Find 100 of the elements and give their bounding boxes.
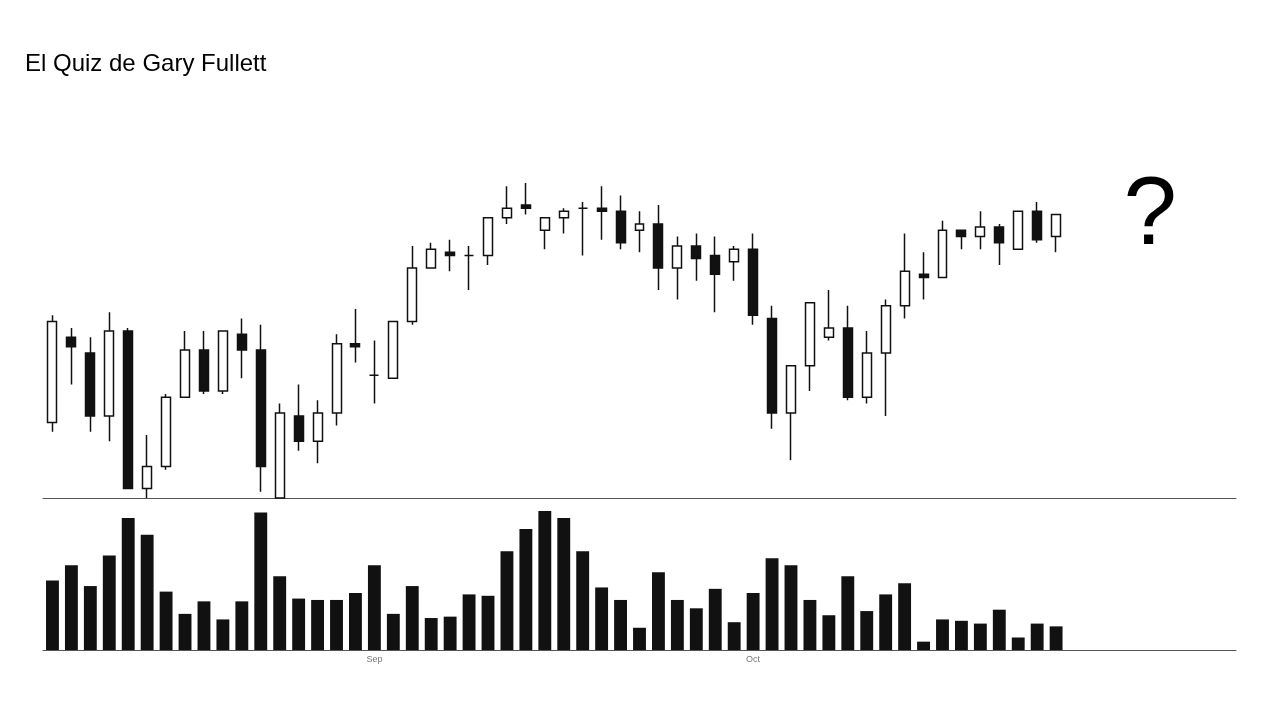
bar (727, 622, 741, 650)
bar (765, 558, 779, 650)
candlestick (899, 232, 911, 320)
candlestick (823, 289, 835, 342)
candlestick (463, 245, 475, 291)
x-tick-label: Sep (366, 653, 383, 664)
bar (46, 580, 59, 650)
candlestick (1012, 210, 1024, 250)
bar (803, 599, 817, 650)
bar (557, 517, 571, 650)
bar (311, 599, 325, 650)
candlestick (84, 336, 96, 433)
candlestick (747, 232, 759, 326)
bar (879, 594, 893, 650)
bar (576, 551, 590, 650)
candlestick (368, 339, 380, 405)
candlestick (918, 251, 930, 301)
bar (140, 534, 154, 650)
candlestick (179, 330, 191, 398)
candlestick (596, 185, 608, 241)
bar (633, 627, 646, 650)
candlestick (217, 330, 229, 395)
candlestick (615, 194, 627, 250)
candlestick (46, 314, 58, 433)
chart-title: El Quiz de Gary Fullett (25, 48, 267, 76)
bar (443, 616, 457, 650)
bar (500, 551, 514, 650)
bar (83, 586, 97, 650)
bar (1030, 623, 1044, 650)
bar (689, 608, 703, 650)
candlestick (274, 402, 286, 499)
candlestick (728, 245, 740, 282)
candlestick (539, 216, 551, 250)
candlestick (425, 242, 437, 269)
candlestick (785, 364, 797, 461)
bar (538, 511, 552, 650)
candlestick (880, 298, 892, 417)
candlestick (520, 182, 532, 216)
bar (481, 595, 495, 650)
bar (405, 586, 419, 650)
bar (102, 555, 116, 650)
bar (178, 613, 192, 650)
bar (292, 598, 306, 650)
candlestick (349, 308, 361, 364)
bar (652, 572, 665, 650)
candlestick (937, 220, 948, 279)
bar (349, 593, 362, 650)
bar (273, 576, 287, 650)
candlestick (709, 235, 721, 313)
bar (746, 593, 760, 650)
candlestick (293, 383, 305, 452)
candlestick (993, 223, 1005, 266)
bar (936, 619, 949, 650)
bar (367, 565, 381, 650)
bar (159, 591, 173, 650)
bar (197, 601, 211, 650)
candlestick (103, 311, 115, 443)
candlestick (160, 393, 172, 471)
bar (330, 599, 343, 650)
bar (462, 594, 476, 650)
candlestick (501, 185, 513, 225)
candlestick (141, 434, 153, 499)
bar (64, 565, 78, 650)
candlestick (671, 235, 683, 301)
candlestick (444, 238, 456, 272)
bar (917, 641, 930, 650)
bar (386, 613, 400, 650)
candlestick (577, 201, 589, 257)
bar (860, 611, 874, 650)
x-tick-label: Oct (746, 653, 761, 664)
annotation: ? (1123, 156, 1177, 264)
candlestick (955, 229, 967, 250)
bar (1049, 626, 1063, 650)
bar (822, 615, 836, 650)
candlestick (842, 305, 854, 402)
bar (954, 620, 968, 650)
bar (784, 565, 798, 650)
candlestick (312, 399, 324, 465)
bar (424, 618, 438, 650)
candlestick (255, 324, 267, 493)
candlestick (634, 210, 645, 254)
bar (973, 623, 987, 650)
bar (235, 601, 249, 650)
bar (841, 576, 855, 650)
candlestick (974, 210, 986, 250)
bar (216, 619, 230, 650)
candlestick (387, 320, 399, 380)
candlestick (406, 245, 418, 326)
bar (1011, 637, 1025, 650)
candlestick (652, 204, 664, 291)
candlestick (122, 327, 134, 490)
candlestick (1050, 213, 1062, 254)
bar (519, 529, 533, 650)
bar (708, 588, 722, 650)
candlestick (1031, 201, 1043, 244)
bar (614, 599, 627, 650)
bar (595, 587, 609, 650)
candlestick (482, 216, 494, 266)
candlestick (331, 333, 343, 427)
candlestick (236, 317, 248, 380)
